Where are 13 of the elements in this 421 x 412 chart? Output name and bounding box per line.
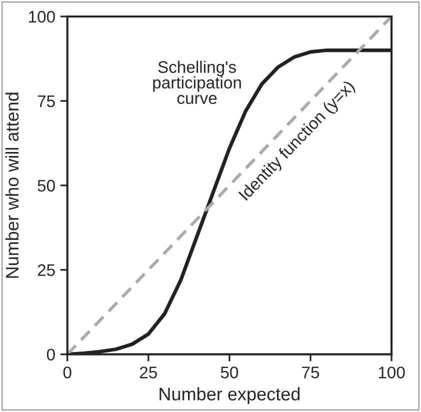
x-tick-label: 100 — [378, 366, 405, 378]
y-tick-label: 75 — [38, 96, 55, 108]
annotation: Schelling's participation curve — [153, 60, 241, 104]
x-tick-label: 75 — [302, 366, 320, 378]
y-tick-label: 100 — [29, 10, 55, 23]
x-axis-title: Number expected — [160, 387, 300, 404]
x-tick-label: 25 — [140, 366, 157, 378]
y-tick-label: 50 — [38, 180, 55, 192]
y-tick-label: 25 — [38, 264, 55, 276]
x-tick-label: 50 — [220, 366, 238, 378]
y-tick-label: 0 — [46, 348, 55, 361]
x-tick-label: 0 — [63, 366, 72, 378]
y-axis-title: Number who will attend — [5, 92, 19, 278]
